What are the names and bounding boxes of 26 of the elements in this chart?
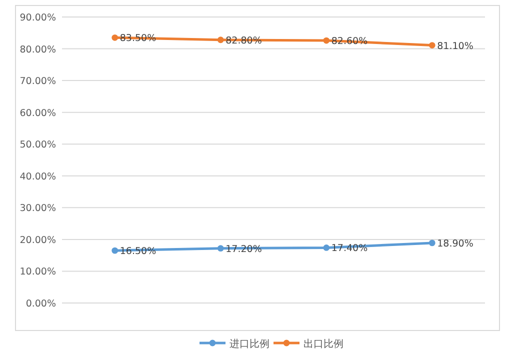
point <box>217 245 224 252</box>
y-tick-label: 90.00% <box>20 12 56 24</box>
data-label: 82.60% <box>331 36 368 48</box>
point <box>323 244 330 251</box>
point <box>428 240 436 246</box>
legend-label: 进口比例 <box>230 338 270 350</box>
y-tick-label: 60.00% <box>20 108 56 119</box>
point <box>323 37 330 44</box>
y-tick-label: 0.00% <box>26 298 56 310</box>
data-label: 81.10% <box>437 40 474 52</box>
point <box>112 34 118 41</box>
y-tick-label: 20.00% <box>20 234 56 246</box>
data-label: 82.80% <box>226 35 262 46</box>
point <box>112 247 118 254</box>
y-tick-label: 80.00% <box>20 44 56 56</box>
data-label: 18.90% <box>437 238 474 250</box>
data-label: 83.50% <box>120 33 156 44</box>
y-tick-label: 30.00% <box>20 203 56 214</box>
y-tick-label: 40.00% <box>20 171 56 182</box>
y-tick-label: 10.00% <box>20 266 56 278</box>
point <box>217 36 224 44</box>
data-label: 17.20% <box>226 244 262 255</box>
y-tick-label: 70.00% <box>20 76 56 88</box>
point <box>428 42 436 48</box>
legend-label: 出口比例 <box>304 338 344 350</box>
y-tick-label: 50.00% <box>20 140 56 151</box>
